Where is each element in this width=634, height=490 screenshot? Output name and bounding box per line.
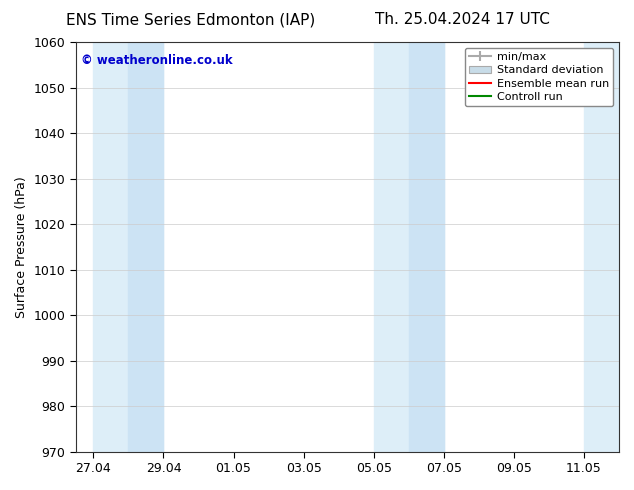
Legend: min/max, Standard deviation, Ensemble mean run, Controll run: min/max, Standard deviation, Ensemble me…: [465, 48, 614, 106]
Text: ENS Time Series Edmonton (IAP): ENS Time Series Edmonton (IAP): [65, 12, 315, 27]
Bar: [373, 42, 444, 452]
Bar: [93, 42, 164, 452]
Text: Th. 25.04.2024 17 UTC: Th. 25.04.2024 17 UTC: [375, 12, 550, 27]
Bar: [409, 42, 444, 452]
Bar: [129, 42, 164, 452]
Y-axis label: Surface Pressure (hPa): Surface Pressure (hPa): [15, 176, 28, 318]
Text: © weatheronline.co.uk: © weatheronline.co.uk: [81, 54, 233, 67]
Bar: [584, 42, 619, 452]
